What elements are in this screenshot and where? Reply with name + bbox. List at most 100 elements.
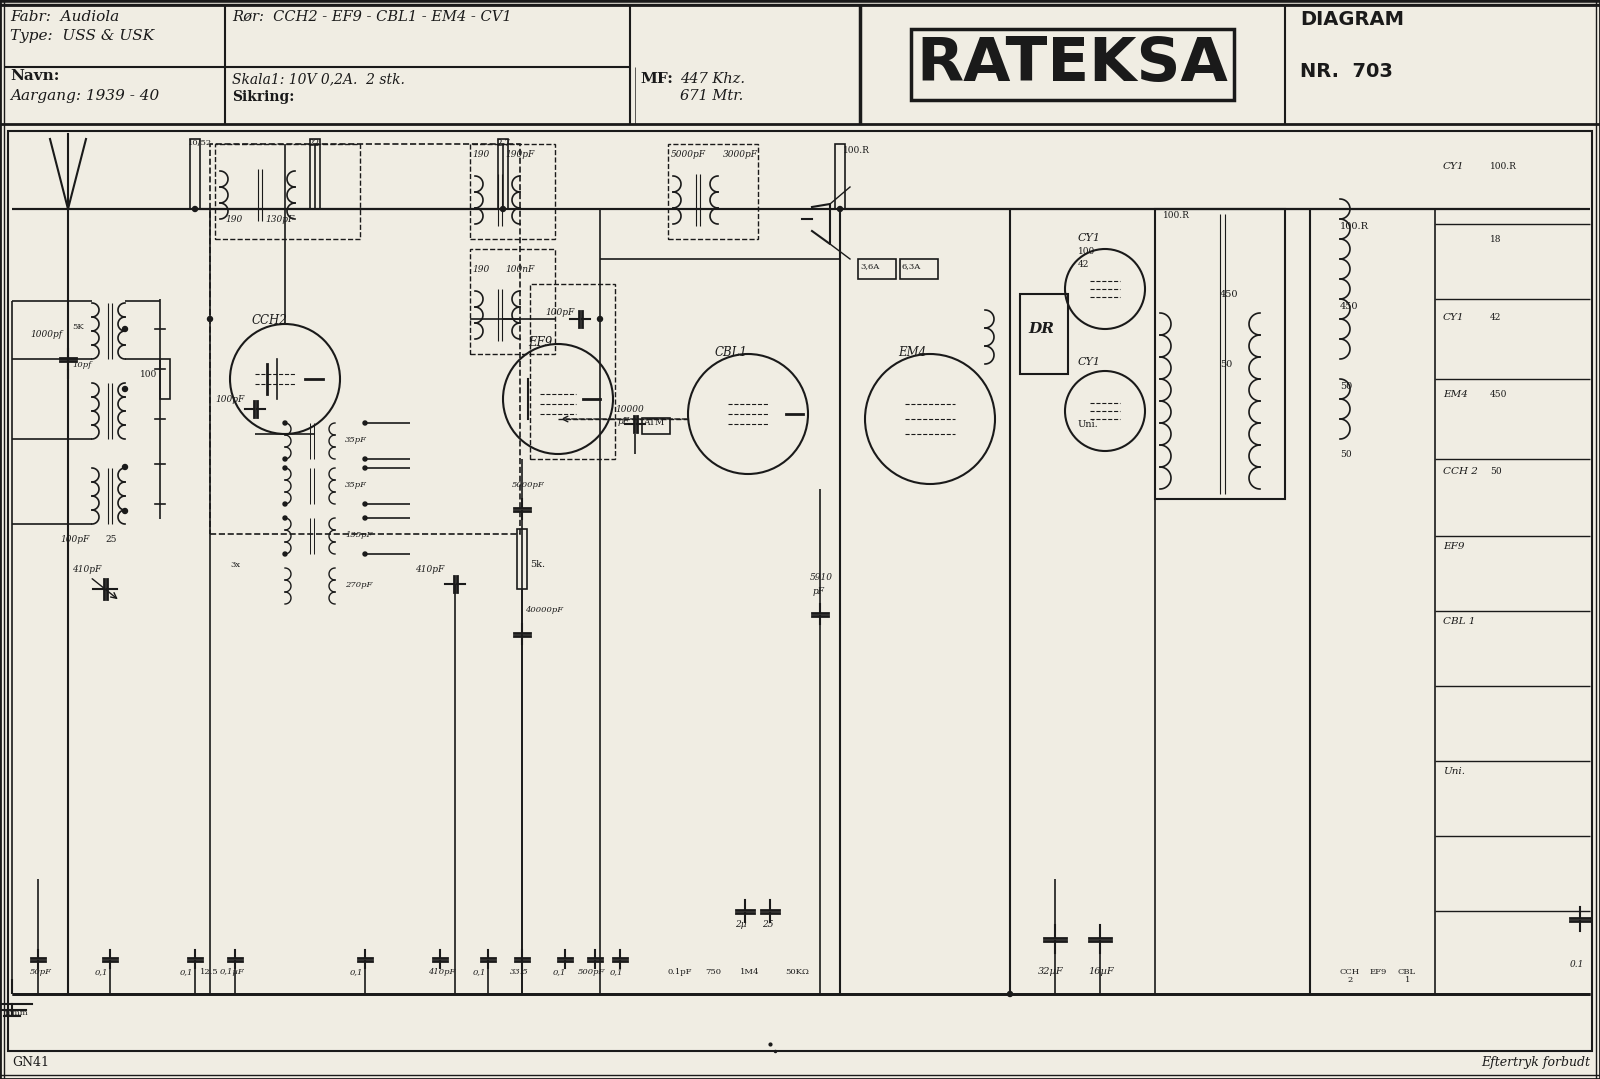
Bar — [470, 249, 555, 354]
Text: 0.1: 0.1 — [1570, 960, 1584, 969]
Text: Type:  USS & USK: Type: USS & USK — [10, 29, 154, 43]
Text: EM4: EM4 — [1443, 390, 1467, 399]
Text: 16µF: 16µF — [1088, 967, 1114, 976]
Text: Navn:: Navn: — [10, 69, 59, 83]
Text: Rør:  CCH2 - EF9 - CBL1 - EM4 - CV1: Rør: CCH2 - EF9 - CBL1 - EM4 - CV1 — [232, 10, 512, 24]
Bar — [858, 259, 896, 279]
Text: 190: 190 — [472, 265, 490, 274]
Circle shape — [283, 421, 286, 425]
Text: 50: 50 — [1490, 467, 1502, 476]
Text: 3,6A: 3,6A — [861, 262, 880, 270]
Circle shape — [1008, 992, 1013, 997]
Text: 32µF: 32µF — [1038, 967, 1064, 976]
Text: 0.1pF: 0.1pF — [669, 968, 693, 976]
Bar — [669, 144, 758, 240]
Circle shape — [597, 316, 603, 322]
Text: CBL: CBL — [1398, 968, 1416, 976]
Bar — [530, 284, 614, 459]
Bar — [214, 144, 360, 240]
Text: 50: 50 — [1341, 382, 1352, 391]
Bar — [8, 131, 1592, 1051]
Circle shape — [363, 552, 366, 556]
Text: 100: 100 — [1078, 247, 1096, 256]
Bar — [310, 139, 320, 209]
Text: 10000: 10000 — [614, 405, 643, 414]
Text: NR.  703: NR. 703 — [1299, 62, 1394, 81]
Text: 100nF: 100nF — [506, 265, 534, 274]
Text: 1000pf: 1000pf — [30, 330, 62, 339]
Text: 100.R: 100.R — [843, 146, 870, 155]
Text: 6,3A: 6,3A — [902, 262, 922, 270]
Text: DIAGRAM: DIAGRAM — [1299, 10, 1405, 29]
Text: 50pF: 50pF — [30, 968, 51, 976]
Text: 22: 22 — [307, 139, 320, 148]
Text: 0,1: 0,1 — [474, 968, 486, 976]
Text: 42: 42 — [1078, 260, 1090, 269]
Bar — [498, 139, 509, 209]
Text: 500pF: 500pF — [578, 968, 605, 976]
Text: MF:: MF: — [640, 72, 674, 86]
Text: CY1: CY1 — [1078, 233, 1101, 243]
Text: 2µ: 2µ — [734, 920, 747, 929]
Circle shape — [283, 552, 286, 556]
Text: 750: 750 — [706, 968, 722, 976]
Circle shape — [283, 457, 286, 461]
Text: RATEKSA: RATEKSA — [917, 35, 1229, 94]
Text: 100.R: 100.R — [1163, 211, 1190, 220]
Text: 100.R: 100.R — [1341, 222, 1370, 231]
Text: 5000pF: 5000pF — [512, 481, 544, 489]
Text: 1M4: 1M4 — [739, 968, 760, 976]
Text: 410pF: 410pF — [72, 565, 101, 574]
Text: ATM: ATM — [643, 418, 664, 427]
Circle shape — [283, 466, 286, 470]
Circle shape — [363, 502, 366, 506]
Text: 130pF: 130pF — [266, 215, 294, 224]
Text: 12.5: 12.5 — [200, 968, 219, 976]
Text: EF9: EF9 — [1370, 968, 1387, 976]
Text: 1: 1 — [1405, 976, 1410, 984]
Text: 135pF: 135pF — [346, 531, 373, 540]
Bar — [517, 529, 526, 589]
Text: 42: 42 — [1490, 313, 1501, 322]
Bar — [899, 259, 938, 279]
Text: 25: 25 — [762, 920, 773, 929]
Text: 100.R: 100.R — [1490, 162, 1517, 170]
Text: 190: 190 — [472, 150, 490, 159]
Text: 3000pF: 3000pF — [723, 150, 758, 159]
Text: 35pF: 35pF — [346, 481, 366, 489]
Text: 2: 2 — [1347, 976, 1352, 984]
Text: 100pF: 100pF — [546, 308, 574, 317]
Text: 10pf: 10pf — [72, 361, 91, 369]
Text: Uni.: Uni. — [1078, 420, 1099, 429]
Text: 450: 450 — [1490, 390, 1507, 399]
Bar — [470, 144, 555, 240]
Text: Skala1: 10V 0,2A.  2 stk.: Skala1: 10V 0,2A. 2 stk. — [232, 72, 405, 86]
Text: 50: 50 — [1341, 450, 1352, 459]
Text: GN41: GN41 — [13, 1056, 50, 1069]
Bar — [210, 144, 520, 534]
Text: 50: 50 — [1221, 360, 1232, 369]
Text: 0,1: 0,1 — [179, 968, 194, 976]
Text: 190pF: 190pF — [506, 150, 534, 159]
Text: 5000pF: 5000pF — [670, 150, 706, 159]
Text: 410pF: 410pF — [429, 968, 456, 976]
Circle shape — [123, 464, 128, 469]
Text: 3x: 3x — [230, 561, 240, 569]
Text: Fabr:  Audiola: Fabr: Audiola — [10, 10, 120, 24]
Circle shape — [363, 516, 366, 520]
Text: pF: pF — [618, 416, 630, 426]
Text: 0,1: 0,1 — [554, 968, 566, 976]
Text: EM4: EM4 — [898, 346, 926, 359]
Text: 5K: 5K — [72, 323, 83, 331]
Circle shape — [501, 206, 506, 211]
Text: EF9: EF9 — [1443, 542, 1464, 551]
Text: 447 Khz.: 447 Khz. — [680, 72, 746, 86]
Text: 671 Mtr.: 671 Mtr. — [680, 88, 744, 103]
Text: 35pF: 35pF — [346, 436, 366, 443]
Text: EF9: EF9 — [528, 336, 552, 349]
Circle shape — [123, 508, 128, 514]
Text: 5k.: 5k. — [530, 560, 546, 569]
Text: 10/52: 10/52 — [189, 139, 213, 147]
Text: Aargang: 1939 - 40: Aargang: 1939 - 40 — [10, 88, 160, 103]
Text: CY1: CY1 — [1078, 357, 1101, 367]
